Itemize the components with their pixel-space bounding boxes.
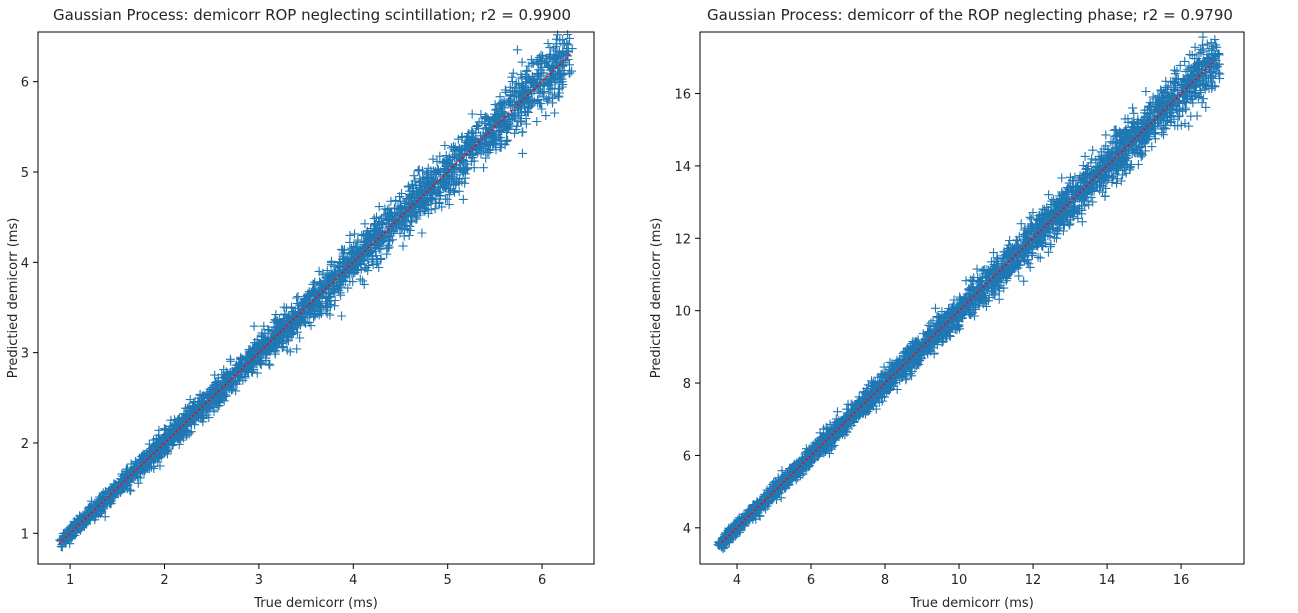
chart-right-xticks: 4 6 8 10 12 14 16 bbox=[733, 564, 1189, 588]
x-tick-label: 6 bbox=[538, 573, 546, 588]
chart-right-xlabel: True demicorr (ms) bbox=[909, 596, 1034, 611]
chart-left-yticks: 1 2 3 4 5 6 bbox=[21, 76, 38, 542]
chart-right-title: Gaussian Process: demicorr of the ROP ne… bbox=[707, 6, 1233, 24]
identity-line bbox=[58, 54, 571, 545]
y-tick-label: 6 bbox=[21, 76, 29, 91]
y-tick-label: 4 bbox=[683, 522, 691, 537]
y-tick-label: 1 bbox=[21, 527, 29, 542]
y-tick-label: 12 bbox=[674, 232, 691, 247]
x-tick-label: 5 bbox=[444, 573, 452, 588]
chart-right: Gaussian Process: demicorr of the ROP ne… bbox=[649, 6, 1245, 611]
y-tick-label: 14 bbox=[674, 160, 691, 175]
y-tick-label: 5 bbox=[21, 166, 29, 181]
chart-left-refline bbox=[58, 54, 571, 545]
y-tick-label: 4 bbox=[21, 256, 29, 271]
x-tick-label: 16 bbox=[1173, 573, 1190, 588]
chart-left: Gaussian Process: demicorr ROP neglectin… bbox=[6, 6, 595, 611]
chart-right-axes-frame bbox=[699, 31, 1245, 565]
y-tick-label: 6 bbox=[683, 449, 691, 464]
x-tick-label: 12 bbox=[1025, 573, 1042, 588]
x-tick-label: 10 bbox=[951, 573, 968, 588]
y-tick-label: 2 bbox=[21, 437, 29, 452]
x-tick-label: 6 bbox=[807, 573, 815, 588]
x-tick-label: 3 bbox=[255, 573, 263, 588]
chart-left-points bbox=[55, 30, 577, 552]
x-tick-label: 2 bbox=[160, 573, 168, 588]
y-tick-label: 8 bbox=[683, 377, 691, 392]
chart-left-xlabel: True demicorr (ms) bbox=[253, 596, 378, 611]
x-tick-label: 8 bbox=[881, 573, 889, 588]
y-tick-label: 3 bbox=[21, 347, 29, 362]
x-tick-label: 4 bbox=[733, 573, 741, 588]
chart-left-xticks: 1 2 3 4 5 6 bbox=[66, 564, 546, 588]
x-tick-label: 1 bbox=[66, 573, 74, 588]
x-tick-label: 14 bbox=[1099, 573, 1116, 588]
scatter-points bbox=[55, 30, 577, 552]
chart-left-ylabel: Predictied demicorr (ms) bbox=[6, 218, 21, 379]
chart-left-title: Gaussian Process: demicorr ROP neglectin… bbox=[53, 6, 571, 24]
chart-right-ylabel: Predictied demicorr (ms) bbox=[649, 218, 664, 379]
x-tick-label: 4 bbox=[349, 573, 357, 588]
chart-left-axes-frame bbox=[37, 31, 595, 565]
y-tick-label: 16 bbox=[674, 88, 691, 103]
chart-right-yticks: 4 6 8 10 12 14 16 bbox=[674, 88, 700, 537]
y-tick-label: 10 bbox=[674, 305, 691, 320]
